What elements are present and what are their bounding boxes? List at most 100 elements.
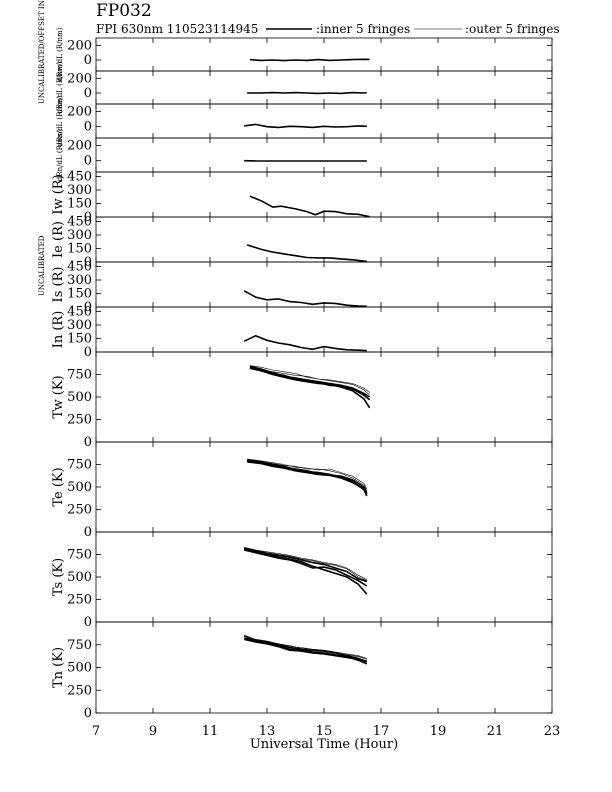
y-axis-label: dRw/dL (R/nm): [56, 27, 64, 81]
panel-frame: [95, 171, 553, 218]
x-tick-label: 7: [92, 724, 100, 739]
y-axis-label: Is (R): [51, 267, 66, 303]
series-line-inner: [247, 91, 367, 95]
panel-frame: [95, 351, 553, 443]
y-tick-label: 250: [67, 593, 92, 608]
y-tick-label: 150: [67, 242, 92, 257]
y-tick-label: 200: [67, 71, 92, 86]
y-tick-label: 0: [84, 615, 92, 630]
y-tick-label: 450: [67, 305, 92, 320]
y-tick-label: 0: [84, 706, 92, 721]
y-tick-label: 0: [84, 255, 92, 270]
figure-subtitle: FPI 630nm 110523114945: [96, 22, 258, 36]
y-axis-label: dRs/dL (R/nm): [56, 95, 64, 147]
series-line-outer: [247, 459, 368, 491]
series-line-outer: [244, 547, 367, 581]
series-line-inner: [243, 334, 367, 352]
figure-title: FP032: [96, 1, 152, 21]
series-line-outer: [244, 637, 367, 660]
series-line-inner: [246, 244, 367, 263]
x-tick-label: 13: [259, 724, 276, 739]
y-axis-label: dRe/dL (R/nm): [56, 61, 64, 113]
y-tick-label: 150: [67, 197, 92, 212]
y-axis-label: Tn (K): [51, 647, 66, 688]
y-tick-label: 300: [67, 273, 92, 288]
x-tick-label: 21: [487, 724, 504, 739]
series-line-outer: [249, 365, 370, 396]
series-line-inner: [244, 549, 368, 587]
y-tick-label: 500: [67, 661, 92, 676]
y-axis-label: Tw (K): [51, 375, 66, 418]
y-tick-label: 150: [67, 287, 92, 302]
side-label-uncalibrated-offset: UNCALIBRATED/OFFSET INCLUDED: [38, 0, 46, 104]
series-line-inner: [249, 58, 370, 62]
y-tick-label: 0: [84, 210, 92, 225]
series-line-inner: [244, 123, 367, 129]
series-line-inner: [246, 460, 368, 495]
y-tick-label: 0: [84, 525, 92, 540]
y-tick-label: 0: [84, 435, 92, 450]
series-line-inner: [244, 638, 367, 662]
series-line-inner: [244, 547, 368, 583]
series-line-inner: [249, 195, 370, 218]
y-tick-label: 250: [67, 413, 92, 428]
panel-frame: [95, 137, 553, 173]
series-line-inner: [249, 367, 371, 409]
y-tick-label: 200: [67, 38, 92, 53]
x-tick-label: 19: [430, 724, 447, 739]
y-tick-label: 250: [67, 683, 92, 698]
y-tick-label: 750: [67, 638, 92, 653]
y-tick-label: 750: [67, 368, 92, 383]
panel-frame: [95, 261, 553, 308]
y-axis-label: Iw (R): [51, 174, 66, 214]
y-axis-label: Te (K): [51, 467, 66, 506]
series-line-inner: [246, 461, 368, 493]
y-tick-label: 0: [84, 345, 92, 360]
series-line-inner: [244, 548, 368, 595]
y-tick-label: 0: [84, 154, 92, 169]
y-tick-label: 500: [67, 390, 92, 405]
y-tick-label: 300: [67, 318, 92, 333]
series-line-inner: [249, 366, 371, 401]
series-line-outer: [244, 636, 367, 659]
x-tick-label: 17: [373, 724, 390, 739]
y-tick-label: 150: [67, 332, 92, 347]
panel-frame: [95, 531, 553, 623]
panel-frame: [95, 216, 553, 263]
panel-frame: [95, 103, 553, 139]
y-axis-label: Ie (R): [51, 221, 66, 258]
y-tick-label: 450: [67, 170, 92, 185]
legend-inner-label: :inner 5 fringes: [316, 22, 410, 36]
y-tick-label: 0: [84, 300, 92, 315]
x-tick-label: 15: [316, 724, 333, 739]
y-tick-label: 200: [67, 105, 92, 120]
y-tick-label: 0: [84, 86, 92, 101]
y-axis-label: dRn/dL (R/nm): [56, 129, 64, 181]
series-line-outer: [244, 547, 367, 580]
x-tick-label: 23: [544, 724, 561, 739]
y-tick-label: 750: [67, 548, 92, 563]
y-tick-label: 750: [67, 458, 92, 473]
panel-frame: [95, 621, 553, 714]
series-line-inner: [243, 290, 367, 308]
x-tick-label: 9: [149, 724, 157, 739]
y-tick-label: 450: [67, 260, 92, 275]
series-line-outer: [249, 367, 370, 393]
y-tick-label: 250: [67, 503, 92, 518]
side-label-uncalibrated: UNCALIBRATED: [38, 235, 46, 296]
y-axis-label: In (R): [51, 311, 66, 349]
y-tick-label: 200: [67, 139, 92, 154]
y-tick-label: 0: [84, 120, 92, 135]
y-tick-label: 500: [67, 570, 92, 585]
y-tick-label: 500: [67, 480, 92, 495]
